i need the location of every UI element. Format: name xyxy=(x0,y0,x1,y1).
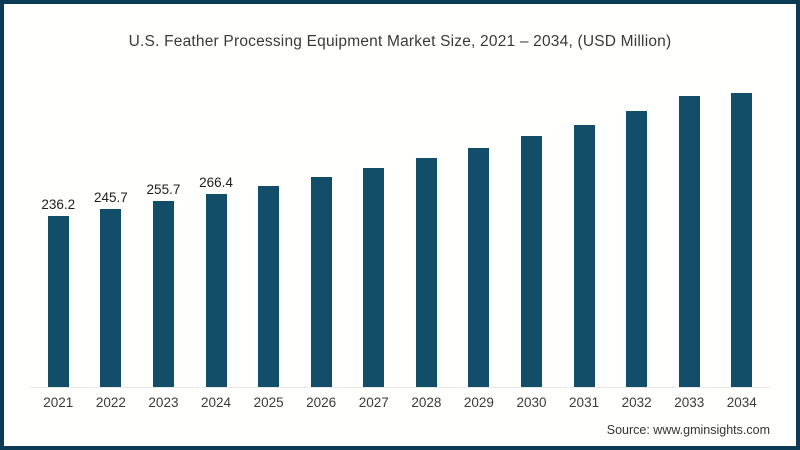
bar xyxy=(415,158,437,387)
bar-group xyxy=(295,75,348,387)
x-axis-tick-label: 2031 xyxy=(569,395,600,410)
bar-value-label: 236.2 xyxy=(41,196,76,212)
bar-group: 266.4 xyxy=(190,75,243,387)
bar-group xyxy=(663,75,716,387)
x-axis-tick-label: 2030 xyxy=(516,395,547,410)
bar-value-label: 255.7 xyxy=(146,182,181,198)
bar xyxy=(468,148,490,387)
bar xyxy=(363,168,385,387)
bar-group xyxy=(242,75,295,387)
x-axis-labels: 2021 2022 2023 2024 2025 2026 2027 2028 2029 2030… xyxy=(4,388,796,410)
x-axis-tick-label: 2029 xyxy=(463,395,494,410)
bar-group: 245.7 xyxy=(85,75,138,387)
bar xyxy=(47,215,69,387)
x-axis-tick-label: 2034 xyxy=(726,395,757,410)
source-attribution: Source: www.gminsights.com xyxy=(606,423,770,437)
x-axis-tick-label: 2026 xyxy=(306,395,337,410)
bar xyxy=(152,201,174,387)
bar xyxy=(100,208,122,387)
bar-group xyxy=(453,75,506,387)
x-axis-tick-label: 2021 xyxy=(43,395,74,410)
bar xyxy=(258,186,280,387)
x-axis-tick-label: 2022 xyxy=(95,395,126,410)
bar xyxy=(626,111,648,387)
x-axis-tick-label: 2023 xyxy=(148,395,179,410)
x-axis-tick-label: 2025 xyxy=(253,395,284,410)
bar xyxy=(205,193,227,387)
bar xyxy=(731,93,753,387)
bar-group: 236.2 xyxy=(32,75,85,387)
bar-group xyxy=(505,75,558,387)
plot-area: 236.2 245.7 255.7 266.4 xyxy=(4,75,796,387)
x-axis-baseline xyxy=(30,387,770,388)
x-axis-tick-label: 2033 xyxy=(674,395,705,410)
bar-group xyxy=(558,75,611,387)
bar-group xyxy=(347,75,400,387)
bar-group xyxy=(716,75,769,387)
bar-group: 255.7 xyxy=(137,75,190,387)
x-axis-tick-label: 2024 xyxy=(201,395,232,410)
x-axis-tick-label: 2028 xyxy=(411,395,442,410)
x-axis-tick-label: 2027 xyxy=(358,395,389,410)
bar-group xyxy=(400,75,453,387)
chart-title: U.S. Feather Processing Equipment Market… xyxy=(128,33,672,50)
bar xyxy=(520,136,542,387)
x-axis-tick-label: 2032 xyxy=(621,395,652,410)
bar-value-label: 266.4 xyxy=(199,174,233,190)
bar-value-label: 245.7 xyxy=(93,189,128,205)
bar xyxy=(310,177,332,387)
bar xyxy=(573,125,595,387)
bar-group xyxy=(610,75,663,387)
bar xyxy=(678,96,700,387)
